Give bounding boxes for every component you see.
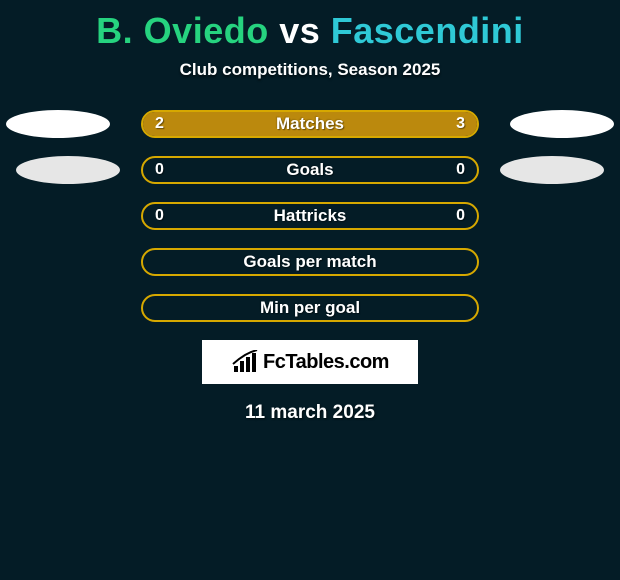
logo: FcTables.com <box>202 340 418 384</box>
stat-value-left: 0 <box>155 204 164 228</box>
logo-text: FcTables.com <box>263 351 389 374</box>
subtitle: Club competitions, Season 2025 <box>0 60 620 80</box>
stat-bar-gpm: Goals per match <box>141 248 479 276</box>
stat-bar-hattricks: 0 Hattricks 0 <box>141 202 479 230</box>
photo-placeholder-right <box>500 156 604 184</box>
vs-text: vs <box>269 10 331 51</box>
bar-fill-left <box>143 112 277 136</box>
stat-label: Min per goal <box>143 296 477 320</box>
photo-placeholder-left <box>6 110 110 138</box>
player1-name: B. Oviedo <box>96 10 269 51</box>
page-title: B. Oviedo vs Fascendini <box>0 0 620 52</box>
stat-row: 0 Hattricks 0 <box>0 202 620 230</box>
player2-name: Fascendini <box>331 10 524 51</box>
bar-fill-right <box>277 112 477 136</box>
stat-row: Min per goal <box>0 294 620 322</box>
stat-rows: 2 Matches 3 0 Goals 0 0 Hattricks 0 <box>0 110 620 322</box>
stat-bar-goals: 0 Goals 0 <box>141 156 479 184</box>
logo-chart-icon <box>231 350 259 374</box>
stat-row: Goals per match <box>0 248 620 276</box>
photo-placeholder-left <box>16 156 120 184</box>
stat-value-right: 0 <box>456 204 465 228</box>
stat-bar-matches: 2 Matches 3 <box>141 110 479 138</box>
photo-placeholder-right <box>510 110 614 138</box>
stat-row: 0 Goals 0 <box>0 156 620 184</box>
stat-label: Goals <box>143 158 477 182</box>
stat-value-left: 0 <box>155 158 164 182</box>
stat-bar-mpg: Min per goal <box>141 294 479 322</box>
stat-value-right: 0 <box>456 158 465 182</box>
stat-row: 2 Matches 3 <box>0 110 620 138</box>
stat-label: Hattricks <box>143 204 477 228</box>
stat-label: Goals per match <box>143 250 477 274</box>
date: 11 march 2025 <box>0 402 620 424</box>
